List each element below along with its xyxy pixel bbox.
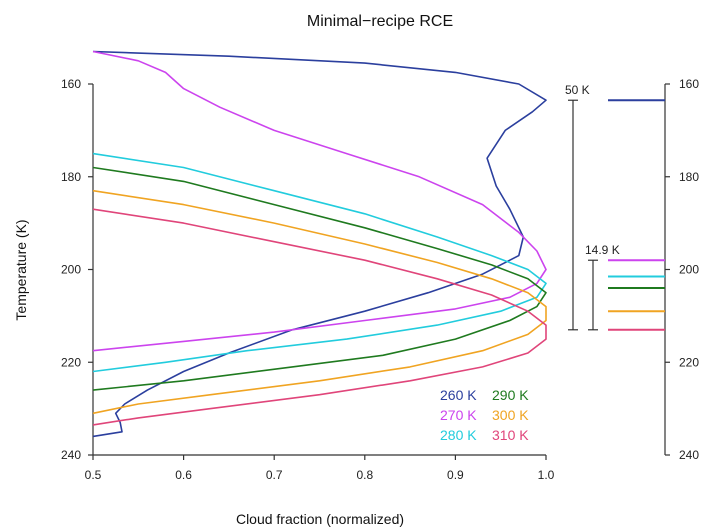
legend-entry: 260 K <box>440 387 477 403</box>
x-tick-label: 0.9 <box>447 468 464 482</box>
series-lines <box>92 50 547 438</box>
plot-axes <box>92 84 546 456</box>
series-line-300k <box>92 189 547 415</box>
legend: 260 K 290 K 270 K 300 K 280 K 310 K <box>440 387 529 443</box>
series-line-280k <box>92 152 547 373</box>
right-tick-group: 160 180 200 220 240 <box>665 77 699 462</box>
x-tick-label: 0.8 <box>356 468 373 482</box>
y-tick-label: 200 <box>61 263 81 277</box>
bracket-label: 50 K <box>565 83 590 97</box>
series-line-310k <box>92 208 547 426</box>
right-tick-label: 200 <box>679 263 699 277</box>
y-tick-label: 220 <box>61 355 81 369</box>
y-tick-label: 240 <box>61 448 81 462</box>
bracket-group: 50 K 14.9 K <box>565 83 620 331</box>
y-tick-label: 180 <box>61 170 81 184</box>
legend-entry: 310 K <box>492 427 529 443</box>
x-axis-title: Cloud fraction (normalized) <box>236 511 404 527</box>
y-axis-title: Temperature (K) <box>13 219 29 320</box>
bracket-label: 14.9 K <box>585 243 620 257</box>
right-tick-label: 180 <box>679 170 699 184</box>
x-tick-label: 1.0 <box>538 468 555 482</box>
series-line-290k <box>92 166 547 391</box>
legend-entry: 300 K <box>492 407 529 423</box>
legend-entry: 270 K <box>440 407 477 423</box>
right-tick-label: 160 <box>679 77 699 91</box>
x-tick-label: 0.7 <box>266 468 283 482</box>
x-tick-label: 0.6 <box>175 468 192 482</box>
series-line-260k <box>92 50 547 438</box>
x-tick-group: 0.5 0.6 0.7 0.8 0.9 1.0 <box>85 455 555 482</box>
right-tick-label: 240 <box>679 448 699 462</box>
legend-entry: 290 K <box>492 387 529 403</box>
chart-title: Minimal−recipe RCE <box>307 13 453 30</box>
right-tick-label: 220 <box>679 355 699 369</box>
series-line-270k <box>92 50 547 352</box>
legend-entry: 280 K <box>440 427 477 443</box>
y-tick-group: 160 180 200 220 240 <box>61 77 93 462</box>
y-tick-label: 160 <box>61 77 81 91</box>
x-tick-label: 0.5 <box>85 468 102 482</box>
right-marker-group <box>608 99 665 331</box>
